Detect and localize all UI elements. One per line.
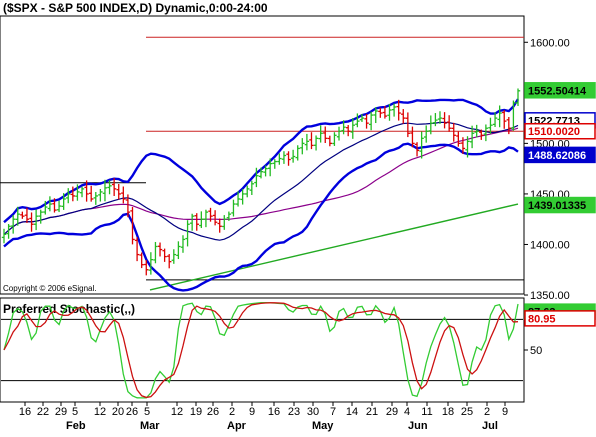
x-day-label: 16: [268, 406, 280, 418]
x-day-label: 21: [366, 406, 378, 418]
price-candles: [1, 88, 521, 276]
price-y-tick-label: 1600.00: [530, 37, 570, 49]
x-month-label: Feb: [66, 420, 86, 432]
bollinger-lower-band: [3, 142, 519, 292]
date-x-axis: 16 22 29 5 12 20 26 5 12 19 26 2 9 16 23 30 7 14 21 29 4 11 18…: [0, 401, 524, 432]
x-day-label: 9: [502, 406, 508, 418]
price-tag-label: 1439.01335: [528, 200, 586, 212]
price-panel-frame: [0, 15, 525, 295]
x-month-label: Mar: [140, 420, 160, 432]
chart-title: ($SPX - S&P 500 INDEX,D) Dynamic,0:00-24…: [3, 1, 268, 15]
stochastic-tag-box: [524, 310, 596, 327]
stochastic-d-line: [3, 302, 519, 399]
x-day-label: 16: [19, 406, 31, 418]
x-day-label: 22: [37, 406, 49, 418]
stochastic-y-tick-label: 50: [530, 345, 542, 357]
price-tag-label: 1488.62086: [528, 150, 586, 162]
x-day-label: 2: [229, 406, 235, 418]
x-day-label: 7: [330, 406, 336, 418]
x-month-label: Jun: [408, 420, 428, 432]
x-day-label: 26: [126, 406, 138, 418]
x-day-label: 14: [346, 406, 358, 418]
x-day-label: 18: [442, 406, 454, 418]
x-day-label: 26: [207, 406, 219, 418]
x-month-label: Jul: [482, 420, 498, 432]
x-month-label: Apr: [227, 420, 247, 432]
x-day-label: 19: [190, 406, 202, 418]
x-day-label: 12: [94, 406, 106, 418]
x-day-label: 23: [288, 406, 300, 418]
stochastic-y-axis: 50: [524, 345, 542, 357]
stochastic-lines: [1, 301, 523, 399]
x-day-label: 4: [404, 406, 410, 418]
x-day-label: 29: [386, 406, 398, 418]
stochastic-tag-label: 80.95: [528, 313, 556, 325]
price-tag-box: [524, 196, 596, 214]
stochastic-tags: 87.6380.95: [524, 303, 596, 327]
price-y-tick-label: 1350.00: [530, 290, 570, 302]
x-day-label: 5: [144, 406, 150, 418]
x-month-label: May: [312, 420, 334, 432]
price-tag-box: [524, 82, 596, 99]
price-tag-label: 1510.0020: [528, 126, 580, 138]
x-day-label: 30: [307, 406, 319, 418]
price-tag-label: 1552.50414: [528, 85, 587, 97]
x-day-label: 12: [171, 406, 183, 418]
x-day-label: 5: [72, 406, 78, 418]
stochastic-title: Preferred Stochastic(,,): [3, 302, 135, 316]
x-day-label: 29: [55, 406, 67, 418]
price-tag-box: [524, 146, 596, 164]
x-day-label: 25: [461, 406, 473, 418]
stochastic-k-line: [3, 301, 519, 399]
x-day-label: 11: [421, 406, 432, 418]
x-day-label: 9: [249, 406, 255, 418]
copyright-text: Copyright © 2006 eSignal.: [3, 284, 97, 293]
price-tag-box: [524, 122, 596, 140]
x-day-label: 20: [112, 406, 124, 418]
price-tags: 1552.504141522.77131510.00201488.6208614…: [524, 82, 596, 214]
price-y-tick-label: 1400.00: [530, 239, 570, 251]
ma-200-line: [149, 203, 519, 291]
x-day-label: 2: [484, 406, 490, 418]
